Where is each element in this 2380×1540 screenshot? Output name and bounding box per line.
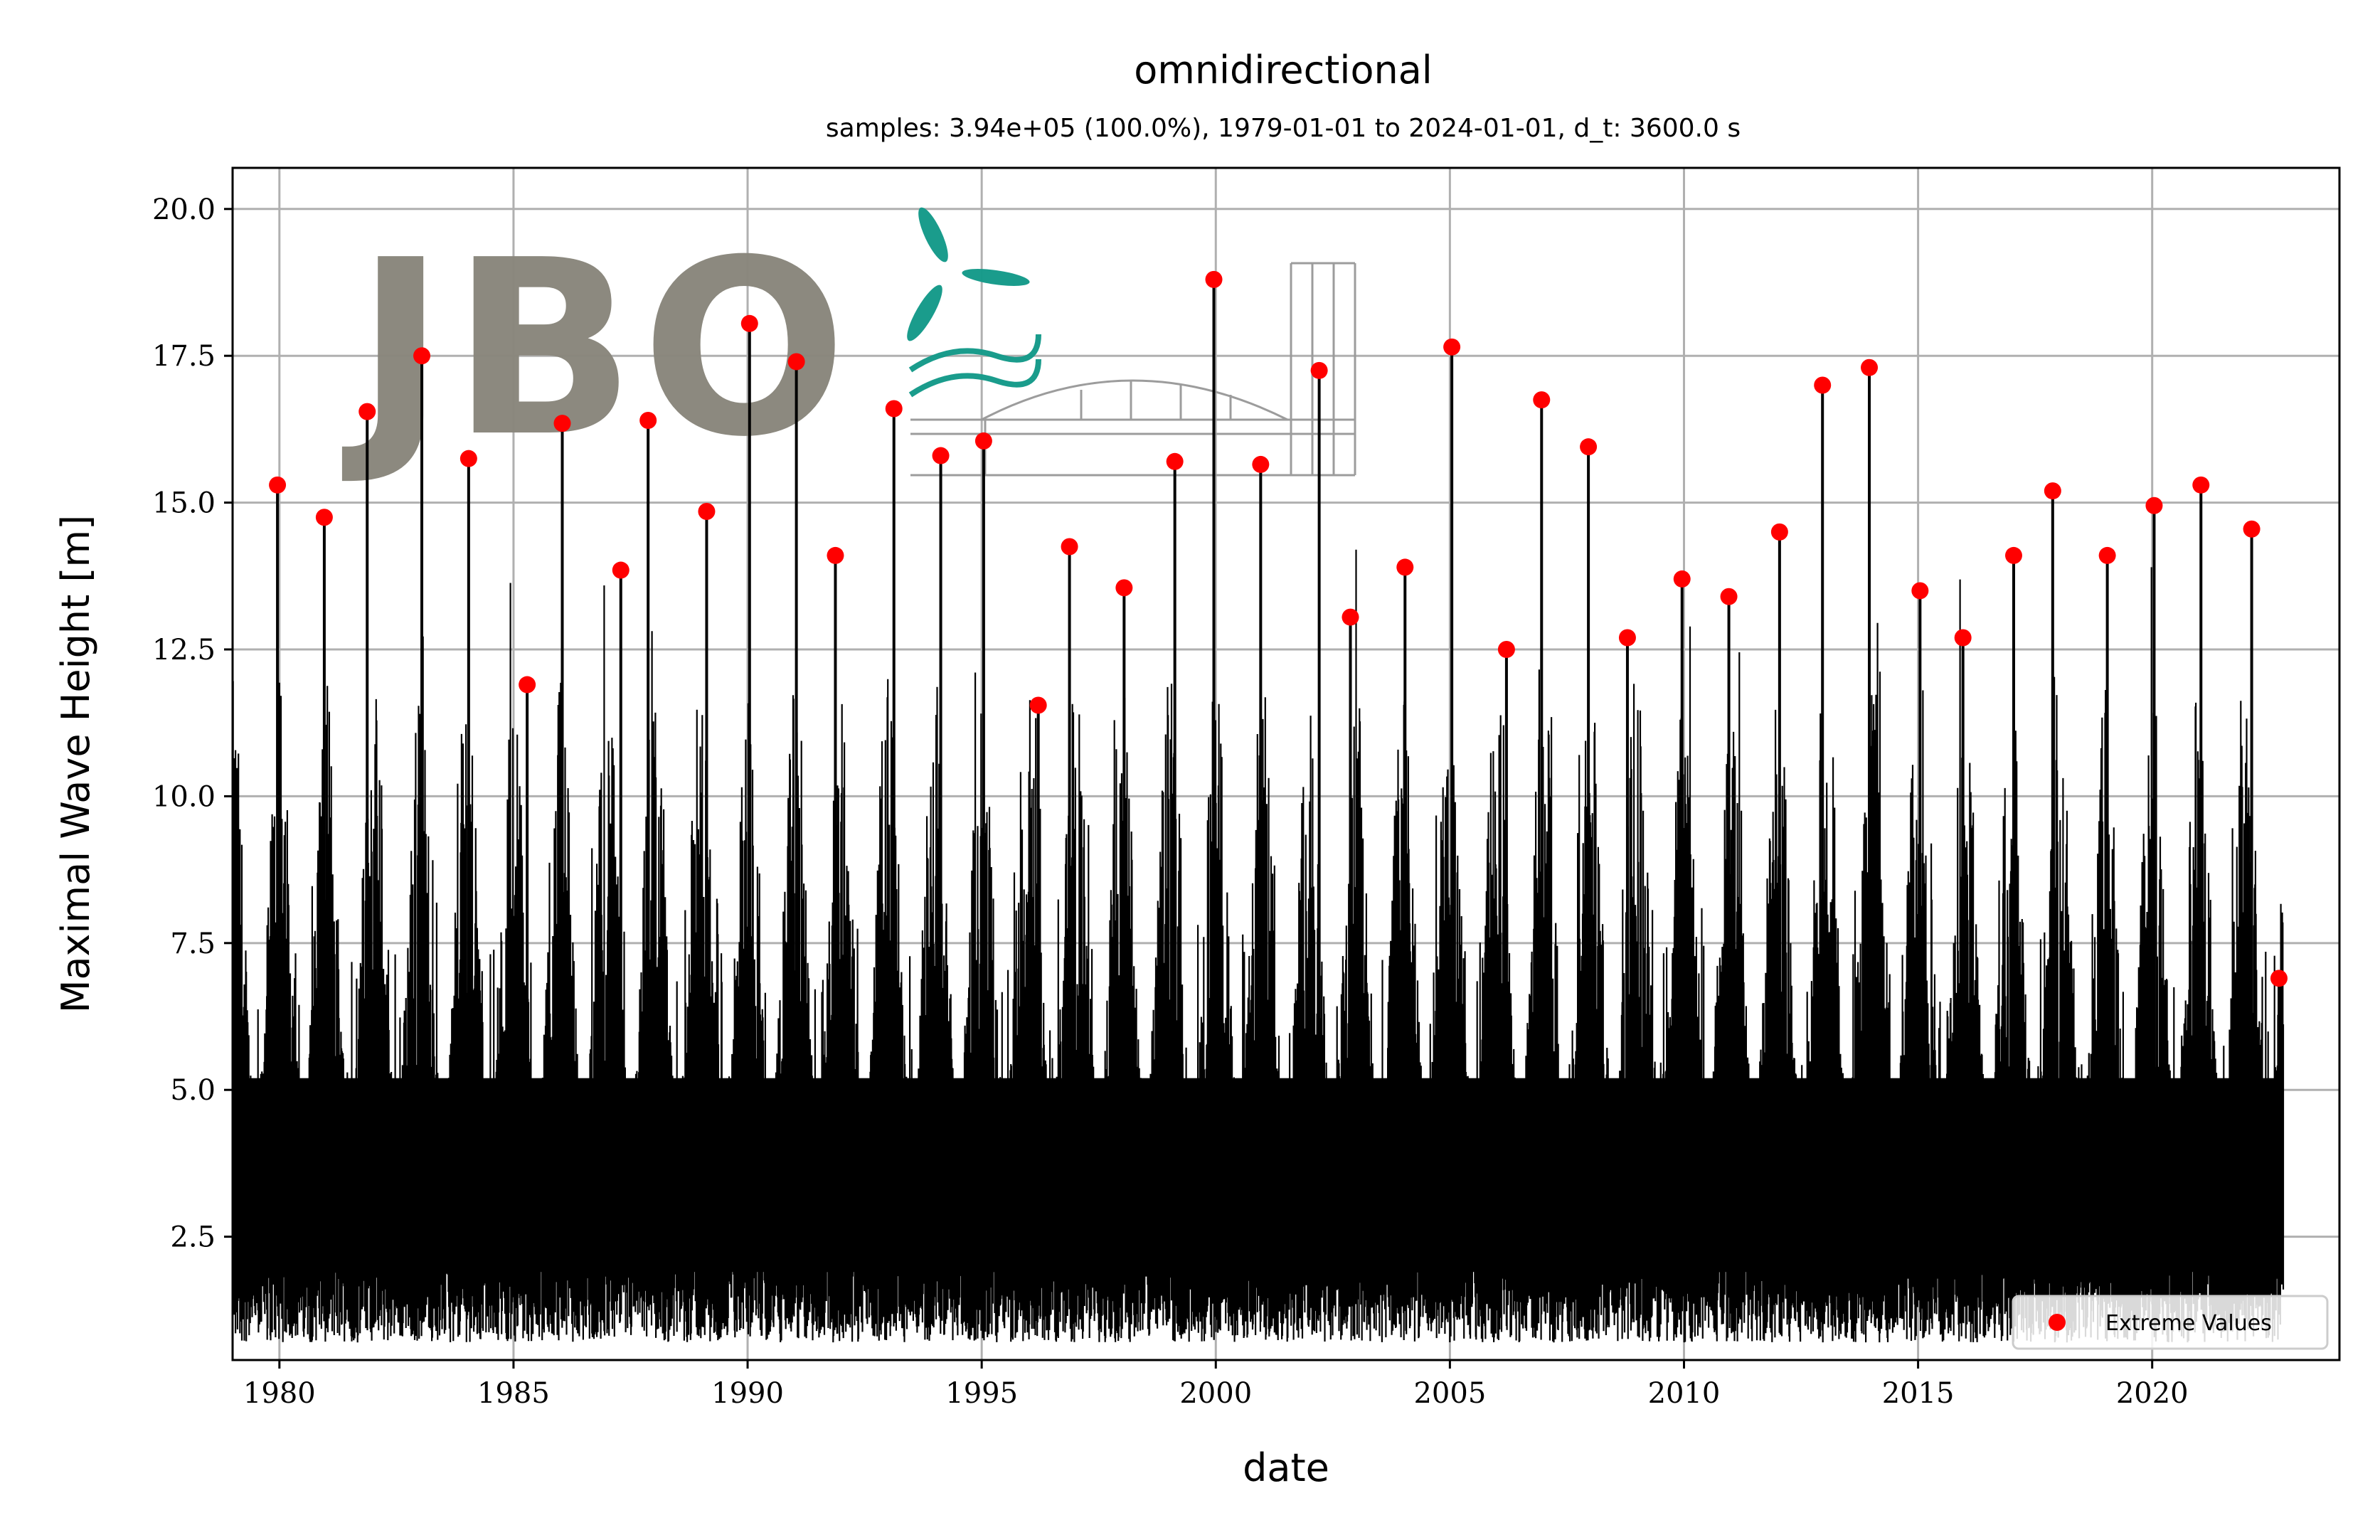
extreme-value-point: [1673, 570, 1691, 588]
y-tick-label: 5.0: [170, 1074, 216, 1107]
extreme-value-point: [1310, 361, 1328, 379]
y-axis-label: Maximal Wave Height [m]: [53, 515, 98, 1013]
plot-frame: [231, 166, 2341, 1361]
extreme-value-point: [612, 561, 629, 579]
extreme-value-point: [885, 400, 903, 418]
extreme-value-point: [740, 314, 758, 332]
legend-marker: [2049, 1314, 2066, 1331]
y-tick-label: 20.0: [152, 193, 216, 226]
extreme-value-point: [1911, 582, 1929, 600]
extreme-value-point: [358, 403, 376, 420]
extreme-value-point: [2243, 520, 2261, 538]
extreme-value-point: [1618, 629, 1636, 647]
extreme-value-point: [1533, 391, 1551, 409]
chart-title: omnidirectional: [1134, 48, 1433, 92]
extreme-value-markers: [269, 270, 2288, 987]
series-core-band: [233, 1078, 2284, 1273]
extreme-value-point: [519, 676, 536, 694]
wave-height-timeseries: [231, 279, 2285, 1343]
y-tick-label: 17.5: [152, 340, 216, 373]
extreme-value-point: [2044, 482, 2061, 500]
legend-label: Extreme Values: [2105, 1311, 2272, 1336]
chart-subtitle: samples: 3.94e+05 (100.0%), 1979-01-01 t…: [826, 114, 1741, 143]
x-tick-label: 1995: [945, 1377, 1018, 1410]
x-tick-label: 2005: [1413, 1377, 1486, 1410]
extreme-value-point: [1720, 588, 1738, 605]
extreme-value-point: [1954, 629, 1972, 647]
extreme-value-point: [827, 546, 844, 564]
extreme-value-point: [413, 347, 431, 365]
extreme-value-point: [2192, 476, 2210, 494]
extreme-value-point: [1396, 558, 1414, 576]
extreme-value-point: [315, 509, 333, 526]
x-tick-label: 2010: [1648, 1377, 1721, 1410]
extreme-value-point: [787, 353, 805, 371]
extreme-value-point: [1342, 608, 1359, 626]
x-tick-label: 1985: [477, 1377, 550, 1410]
extreme-value-point: [639, 412, 657, 430]
x-axis-label: date: [1243, 1445, 1329, 1490]
legend-box: [2012, 1295, 2329, 1350]
wind-turbine-icon: [907, 207, 1041, 398]
extreme-value-point: [1252, 455, 1270, 473]
extreme-value-point: [974, 432, 992, 450]
x-tick-label: 2000: [1179, 1377, 1252, 1410]
y-tick-label: 7.5: [170, 928, 216, 960]
extreme-value-point: [269, 476, 287, 494]
extreme-value-point: [1029, 696, 1047, 714]
extreme-value-point: [698, 502, 716, 520]
extreme-value-point: [1061, 538, 1078, 556]
y-tick-label: 12.5: [152, 634, 216, 667]
y-tick-label: 2.5: [170, 1221, 216, 1254]
extreme-value-point: [1770, 523, 1788, 541]
x-tick-label: 2015: [1882, 1377, 1955, 1410]
extreme-value-point: [1814, 376, 1832, 394]
extreme-value-point: [2145, 496, 2163, 514]
extreme-value-point: [1443, 338, 1461, 356]
y-tick-label: 15.0: [152, 487, 216, 520]
extreme-value-point: [459, 450, 477, 467]
extreme-value-point: [1166, 452, 1184, 470]
x-axis-ticks: 1980 1985 1990 1995 2000 2005 2010 2015 2020: [243, 1360, 2189, 1410]
extreme-value-point: [553, 415, 571, 432]
extreme-value-point: [2098, 546, 2116, 564]
y-tick-label: 10.0: [152, 780, 216, 813]
x-tick-label: 1990: [711, 1377, 784, 1410]
y-axis-ticks: 2.5 5.0 7.5 10.0 12.5 15.0 17.5 20.0: [152, 193, 233, 1254]
extreme-value-point: [1580, 438, 1598, 456]
extreme-value-point: [1861, 359, 1879, 376]
extreme-value-point: [2270, 970, 2288, 987]
extreme-value-point: [1205, 270, 1223, 288]
extreme-value-point: [1497, 641, 1515, 659]
x-tick-label: 1980: [243, 1377, 316, 1410]
x-tick-label: 2020: [2116, 1377, 2189, 1410]
extreme-value-point: [2004, 546, 2022, 564]
legend: Extreme Values: [2012, 1295, 2329, 1350]
extreme-value-point: [1115, 579, 1133, 597]
extreme-value-point: [932, 447, 950, 464]
